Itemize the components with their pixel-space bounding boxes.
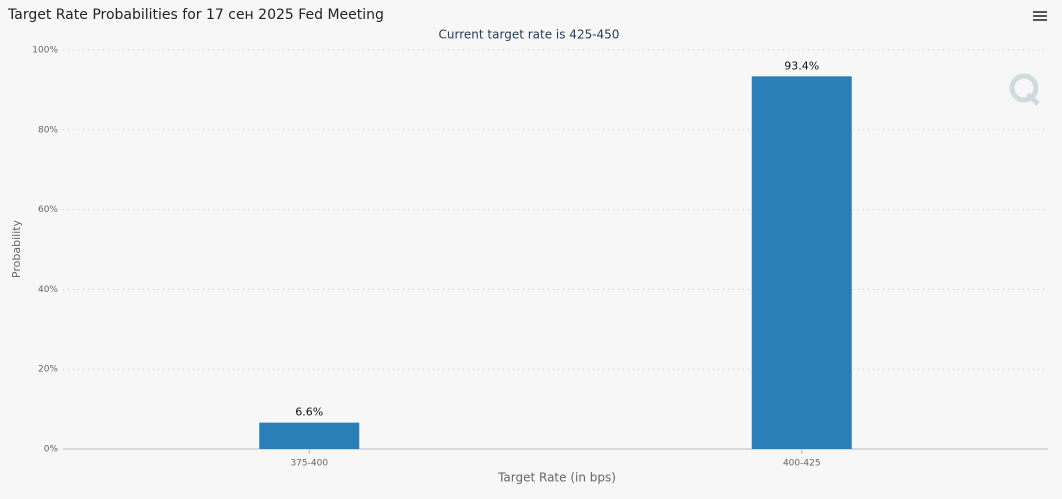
- bar: [259, 422, 360, 449]
- value-label: 6.6%: [295, 406, 323, 419]
- y-axis-label: Probability: [10, 219, 23, 278]
- logo: [1009, 73, 1040, 106]
- menu-bar[interactable]: [1033, 11, 1047, 13]
- x-tick-label: 375-400: [290, 459, 328, 469]
- menu-bar[interactable]: [1033, 15, 1047, 17]
- y-tick-label: 0%: [44, 445, 59, 455]
- menu-bar[interactable]: [1033, 19, 1047, 21]
- y-tick-label: 40%: [38, 285, 58, 295]
- value-label: 93.4%: [784, 59, 819, 72]
- chart-subtitle: Current target rate is 425-450: [439, 28, 620, 42]
- logo-ring: [1009, 73, 1039, 103]
- y-tick-label: 80%: [38, 125, 58, 135]
- logo-tail: [1026, 92, 1040, 106]
- bar: [751, 76, 852, 450]
- y-tick-label: 20%: [38, 365, 58, 375]
- y-tick-label: 100%: [32, 46, 58, 56]
- chart-title: Target Rate Probabilities for 17 сен 202…: [7, 7, 384, 23]
- x-axis-label: Target Rate (in bps): [497, 471, 616, 485]
- menu-button[interactable]: [1033, 11, 1047, 21]
- x-tick-label: 400-425: [783, 459, 821, 469]
- y-tick-label: 60%: [38, 205, 58, 215]
